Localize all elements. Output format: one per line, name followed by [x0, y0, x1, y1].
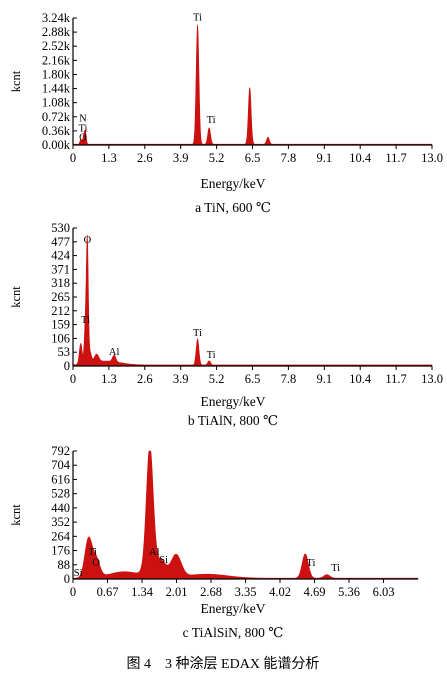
y-tick-label: 528 [51, 487, 70, 501]
y-tick-label: 106 [51, 331, 70, 345]
x-tick-label: 3.35 [235, 585, 257, 599]
x-tick-label: 2.68 [200, 585, 222, 599]
x-axis-label: Energy/keV [201, 176, 266, 191]
spectrum-panel-1: 0.00k0.36k0.72k1.08k1.44k1.80k2.16k2.52k… [9, 11, 443, 215]
peak-annotation: O [79, 132, 87, 143]
y-tick-label: 616 [51, 472, 70, 486]
peak-annotation: Al [149, 547, 160, 558]
y-tick-label: 0.36k [42, 124, 71, 138]
y-tick-label: 212 [51, 304, 70, 318]
peak-annotation: Ti [78, 124, 87, 135]
y-tick-label: 0.72k [42, 110, 71, 124]
x-tick-label: 4.69 [304, 585, 326, 599]
y-tick-label: 3.24k [42, 11, 71, 25]
y-tick-label: 53 [58, 345, 71, 359]
y-tick-label: 1.80k [42, 67, 71, 81]
y-tick-label: 264 [51, 529, 71, 543]
x-tick-label: 6.5 [245, 151, 261, 165]
y-tick-label: 477 [51, 235, 70, 249]
y-tick-label: 159 [51, 318, 70, 332]
spectrum-area [72, 450, 419, 580]
peak-annotation: N [79, 113, 87, 124]
x-tick-label: 2.6 [137, 151, 153, 165]
x-tick-label: 2.01 [166, 585, 188, 599]
y-tick-label: 88 [58, 558, 71, 572]
x-tick-label: 9.1 [316, 372, 332, 386]
peak-annotation: Al [109, 347, 120, 358]
x-tick-label: 2.6 [137, 372, 153, 386]
spectrum-area [72, 24, 433, 146]
x-tick-label: 1.3 [101, 151, 117, 165]
y-tick-label: 352 [51, 515, 70, 529]
x-axis-label: Energy/keV [201, 394, 266, 409]
peak-annotation: Si [159, 555, 168, 566]
peak-annotation: O [84, 235, 92, 246]
y-tick-label: 2.16k [42, 53, 71, 67]
y-tick-label: 2.88k [42, 25, 71, 39]
y-tick-label: 0 [64, 359, 70, 373]
panel-caption: b TiAlN, 800 ℃ [188, 413, 278, 428]
y-tick-label: 2.52k [42, 39, 71, 53]
x-tick-label: 13.0 [421, 372, 443, 386]
y-tick-label: 530 [51, 221, 70, 235]
x-tick-label: 9.1 [316, 151, 332, 165]
x-tick-label: 0 [70, 151, 76, 165]
peak-annotation: Si [74, 568, 83, 579]
y-tick-label: 265 [51, 290, 70, 304]
peak-annotation: Ti [331, 563, 340, 574]
x-tick-label: 10.4 [349, 151, 372, 165]
panel-caption: a TiN, 600 ℃ [195, 200, 271, 215]
y-tick-label: 424 [51, 249, 71, 263]
peak-annotation: Ti [306, 558, 315, 569]
x-tick-label: 1.34 [131, 585, 154, 599]
x-tick-label: 6.5 [245, 372, 261, 386]
peak-annotation: Ti [207, 115, 216, 126]
y-tick-label: 440 [51, 501, 70, 515]
x-tick-label: 7.8 [281, 151, 297, 165]
x-tick-label: 4.02 [269, 585, 291, 599]
peak-annotation: Ti [207, 350, 216, 361]
peak-annotation: Ti [81, 315, 90, 326]
x-tick-label: 5.2 [209, 372, 225, 386]
y-axis-label: kcnt [9, 286, 23, 308]
x-tick-label: 3.9 [173, 372, 189, 386]
y-tick-label: 1.08k [42, 96, 71, 110]
y-tick-label: 318 [51, 276, 70, 290]
x-axis-label: Energy/keV [201, 601, 266, 616]
x-tick-label: 3.9 [173, 151, 189, 165]
x-tick-label: 11.7 [385, 151, 406, 165]
x-tick-label: 10.4 [349, 372, 372, 386]
peak-annotation: Ti [193, 13, 202, 24]
x-tick-label: 0.67 [97, 585, 119, 599]
y-tick-label: 0.00k [42, 138, 71, 152]
y-tick-label: 792 [51, 444, 70, 458]
x-tick-label: 5.36 [338, 585, 360, 599]
peak-annotation: Ti [88, 547, 97, 558]
y-tick-label: 0 [64, 572, 70, 586]
y-axis-label: kcnt [9, 504, 23, 526]
panel-caption: c TiAlSiN, 800 ℃ [183, 625, 284, 640]
x-tick-label: 11.7 [385, 372, 406, 386]
y-tick-label: 704 [51, 458, 71, 472]
x-tick-label: 13.0 [421, 151, 443, 165]
x-tick-label: 7.8 [281, 372, 297, 386]
figure-caption: 图 4 3 种涂层 EDAX 能谱分析 [127, 656, 320, 672]
x-tick-label: 5.2 [209, 151, 225, 165]
peak-annotation: Ti [193, 328, 202, 339]
x-tick-label: 6.03 [373, 585, 395, 599]
y-tick-label: 1.44k [42, 82, 71, 96]
y-tick-label: 371 [51, 262, 70, 276]
y-tick-label: 176 [51, 544, 70, 558]
x-tick-label: 0 [70, 372, 76, 386]
y-axis-label: kcnt [9, 70, 23, 92]
peak-annotation: O [92, 557, 100, 568]
spectrum-area [72, 235, 433, 367]
x-tick-label: 1.3 [101, 372, 117, 386]
x-tick-label: 0 [70, 585, 76, 599]
